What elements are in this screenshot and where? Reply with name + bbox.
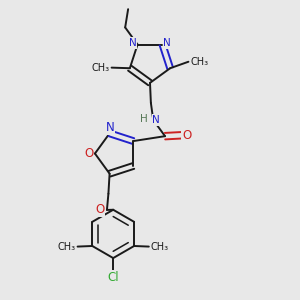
Text: N: N bbox=[106, 121, 115, 134]
Text: O: O bbox=[84, 147, 94, 160]
Text: O: O bbox=[182, 129, 191, 142]
Text: Cl: Cl bbox=[107, 271, 119, 284]
Text: N: N bbox=[152, 115, 160, 125]
Text: CH₃: CH₃ bbox=[58, 242, 76, 252]
Text: CH₃: CH₃ bbox=[92, 63, 110, 73]
Text: CH₃: CH₃ bbox=[190, 57, 208, 67]
Text: N: N bbox=[163, 38, 171, 48]
Text: O: O bbox=[95, 203, 104, 216]
Text: H: H bbox=[140, 114, 148, 124]
Text: N: N bbox=[129, 38, 137, 48]
Text: CH₃: CH₃ bbox=[151, 242, 169, 252]
